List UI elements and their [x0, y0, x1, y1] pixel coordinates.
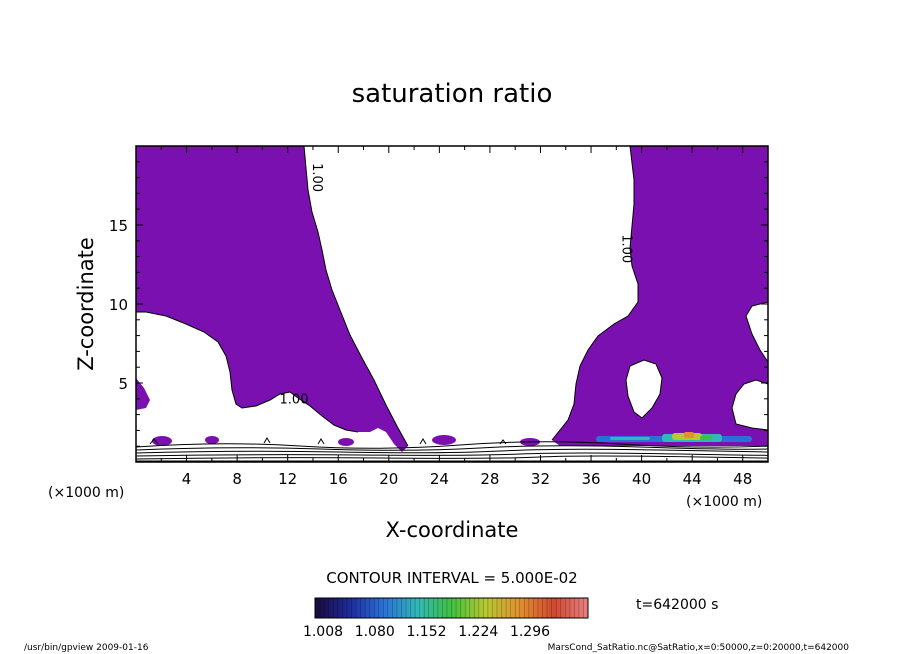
- colorbar-label: 1.152: [406, 624, 446, 640]
- colorbar-label: 1.080: [355, 624, 395, 640]
- time-label: t=642000 s: [636, 597, 718, 613]
- x-axis-label: X-coordinate: [386, 518, 519, 542]
- surface-contours: [136, 437, 768, 462]
- y-axis: 5 10 15: [109, 161, 768, 447]
- saturated-region-left: [136, 146, 408, 452]
- colorbar-label: 1.224: [458, 624, 498, 640]
- x-tick-label: 32: [531, 470, 550, 488]
- saturated-region-left-edge: [136, 378, 150, 410]
- x-tick-label: 20: [379, 470, 398, 488]
- saturated-region-right: [552, 146, 768, 446]
- x-tick-label: 44: [683, 470, 702, 488]
- ground-cells: [152, 435, 578, 446]
- x-tick-label: 12: [278, 470, 297, 488]
- y-tick-label: 15: [109, 217, 128, 235]
- subsaturated-pocket: [626, 360, 662, 418]
- contour-label: 1.00: [619, 234, 634, 263]
- contour-outlines: [136, 146, 768, 447]
- colorbar-label: 1.008: [303, 624, 343, 640]
- contour-label: 1.00: [309, 163, 324, 192]
- supersaturation-band: [596, 432, 752, 442]
- x-axis: 4 8 12 16 20 24 28 32 36 40 44 48: [160, 146, 752, 488]
- y-axis-label: Z-coordinate: [74, 237, 98, 371]
- contour-interval: CONTOUR INTERVAL = 5.000E-02: [326, 569, 577, 587]
- x-tick-label: 48: [733, 470, 752, 488]
- y-tick-label: 5: [118, 375, 128, 393]
- x-tick-label: 40: [632, 470, 651, 488]
- x-tick-label: 36: [581, 470, 600, 488]
- colorbar: [314, 597, 589, 619]
- colorbar-stripes: [319, 598, 584, 618]
- colorbar-labels: 1.008 1.080 1.152 1.224 1.296: [303, 624, 550, 640]
- x-tick-label: 28: [480, 470, 499, 488]
- colorbar-label: 1.296: [510, 624, 550, 640]
- chart-title: saturation ratio: [352, 79, 553, 109]
- y-tick-label: 10: [109, 296, 128, 314]
- x-tick-label: 24: [430, 470, 449, 488]
- x-tick-label: 4: [182, 470, 192, 488]
- contour-labels: 1.00 1.00 1.00: [280, 163, 634, 407]
- footer-right: MarsCond_SatRatio.nc@SatRatio,x=0:50000,…: [548, 643, 850, 653]
- x-tick-label: 16: [329, 470, 348, 488]
- plot-area: [136, 146, 768, 462]
- footer-left: /usr/bin/gpview 2009-01-16: [24, 643, 149, 653]
- contour-label: 1.00: [280, 393, 309, 408]
- x-tick-label: 8: [232, 470, 242, 488]
- x-unit-right: (×1000 m): [686, 494, 762, 510]
- x-unit-left: (×1000 m): [48, 485, 124, 501]
